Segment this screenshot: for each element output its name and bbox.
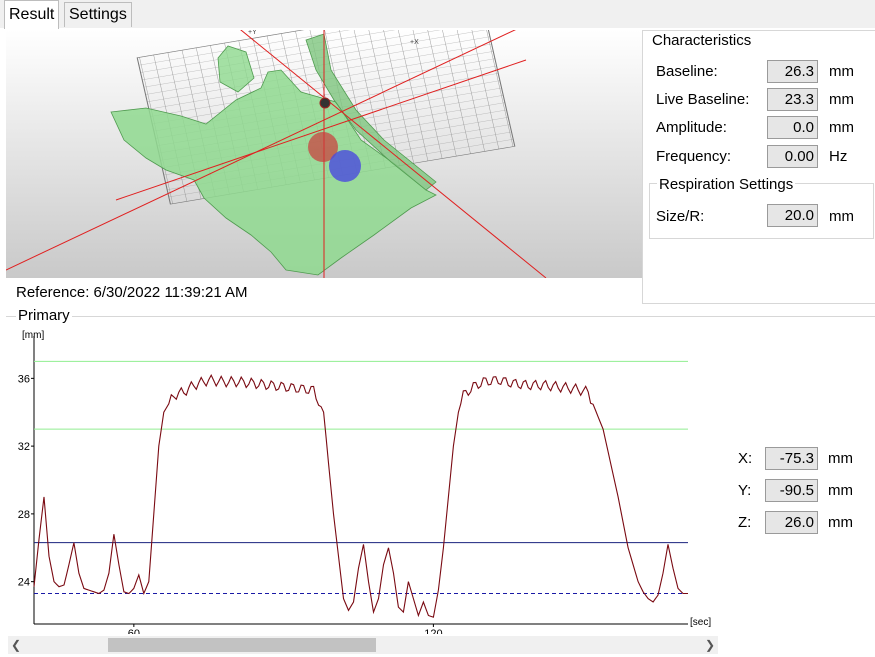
frequency-value: 0.00: [767, 145, 818, 168]
surface-upper-lobe: [217, 45, 255, 93]
primary-group: [6, 316, 875, 647]
chart-horizontal-scrollbar[interactable]: ❮ ❯: [8, 636, 718, 654]
frequency-unit: Hz: [829, 148, 848, 165]
baseline-label: Baseline:: [656, 63, 718, 80]
surface-3d-view[interactable]: +Y +X: [6, 30, 642, 278]
primary-title: Primary: [16, 307, 72, 324]
respiration-chart[interactable]: [mm] [sec] 24 28 32 36 60 120: [0, 324, 720, 634]
axis-label-x: +X: [410, 39, 419, 46]
isocenter-marker: [319, 97, 331, 109]
tab-result[interactable]: Result: [4, 0, 60, 29]
y-label: Y:: [738, 482, 752, 499]
baseline-unit: mm: [829, 63, 854, 80]
characteristics-title: Characteristics: [652, 32, 752, 49]
tab-settings[interactable]: Settings: [64, 2, 132, 27]
characteristics-panel: Characteristics Baseline: 26.3 mm Live B…: [642, 30, 875, 304]
surface-right-fold: [305, 33, 437, 191]
x-value: -75.3: [765, 447, 818, 470]
scrollbar-thumb[interactable]: [108, 638, 376, 652]
amplitude-unit: mm: [829, 119, 854, 136]
scroll-right-arrow-icon[interactable]: ❯: [704, 638, 716, 652]
respiration-settings-title: Respiration Settings: [657, 176, 796, 193]
tab-bar: Result Settings: [0, 0, 875, 29]
x-axis-unit-label: [sec]: [690, 617, 711, 628]
y-tick-label: 28: [18, 509, 30, 521]
size-r-value: 20.0: [767, 204, 818, 227]
live-baseline-label: Live Baseline:: [656, 91, 750, 108]
size-r-unit: mm: [829, 208, 854, 225]
x-unit: mm: [828, 450, 853, 467]
z-unit: mm: [828, 514, 853, 531]
z-value: 26.0: [765, 511, 818, 534]
live-baseline-value: 23.3: [767, 88, 818, 111]
frequency-label: Frequency:: [656, 148, 732, 165]
y-value: -90.5: [765, 479, 818, 502]
live-sphere: [329, 150, 361, 182]
scroll-left-arrow-icon[interactable]: ❮: [10, 638, 22, 652]
surface-mesh: [110, 69, 437, 276]
x-tick-label: 60: [128, 628, 140, 634]
reference-sphere: [308, 132, 338, 162]
y-tick-label: 36: [18, 373, 30, 385]
result-panel: +Y +X Reference: 6/30/2022 11:39:21 AM C…: [0, 28, 875, 657]
size-r-label: Size/R:: [656, 208, 705, 225]
z-label: Z:: [738, 514, 752, 531]
reference-timestamp: Reference: 6/30/2022 11:39:21 AM: [16, 284, 248, 301]
y-tick-label: 24: [18, 577, 30, 589]
amplitude-label: Amplitude:: [656, 119, 727, 136]
live-baseline-unit: mm: [829, 91, 854, 108]
y-tick-label: 32: [18, 441, 30, 453]
primary-signal-line: [33, 373, 688, 618]
baseline-value: 26.3: [767, 60, 818, 83]
y-axis-unit-label: [mm]: [22, 330, 44, 341]
axis-lines: [6, 30, 547, 278]
y-unit: mm: [828, 482, 853, 499]
x-tick-label: 120: [424, 628, 442, 634]
x-label: X:: [738, 450, 753, 467]
axis-label-y: +Y: [248, 30, 257, 36]
amplitude-value: 0.0: [767, 116, 818, 139]
